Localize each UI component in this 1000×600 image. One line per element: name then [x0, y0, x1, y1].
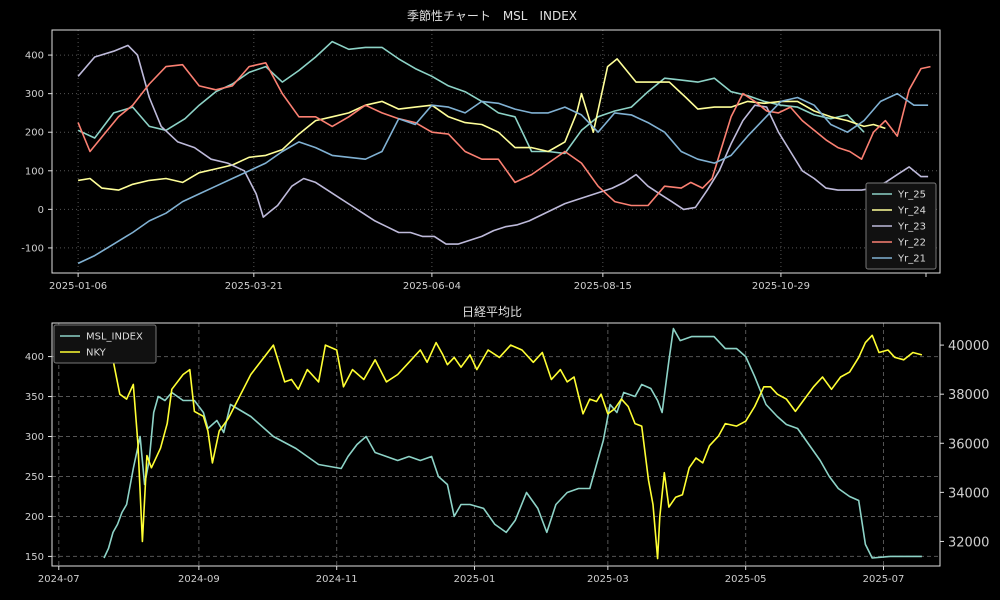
x-tick-label: 2025-01 — [454, 574, 496, 585]
y-right-tick-label: 38000 — [948, 388, 989, 403]
series-line-nky — [103, 334, 923, 560]
y-tick-label: 100 — [25, 166, 44, 177]
x-tick-label: 2025-01-06 — [49, 281, 107, 292]
y-right-tick-label: 32000 — [948, 535, 989, 550]
y-tick-label: 400 — [25, 352, 44, 363]
series-line-yr-23 — [77, 44, 929, 245]
series-line-yr-25 — [77, 40, 865, 155]
x-tick-label: 2025-06-04 — [403, 281, 461, 292]
y-tick-label: 200 — [25, 128, 44, 139]
x-tick-label: 2025-05 — [725, 574, 767, 585]
x-tick-label: 2025-03-21 — [225, 281, 283, 292]
legend-box — [53, 324, 157, 364]
chart-2-series — [103, 327, 923, 560]
y-right-tick-label: 36000 — [948, 437, 989, 452]
y-tick-label: -100 — [21, 243, 44, 254]
legend-label: Yr_24 — [897, 206, 926, 217]
y-right-tick-label: 34000 — [948, 486, 989, 501]
legend-label: Yr_23 — [897, 222, 926, 233]
chart-2-grid — [52, 323, 940, 566]
y-tick-label: 350 — [25, 392, 44, 403]
legend-box — [865, 182, 937, 270]
chart-1-frame — [51, 29, 941, 274]
series-line-msl-index — [103, 327, 922, 559]
y-tick-label: 250 — [25, 472, 44, 483]
series-line-yr-21 — [77, 92, 929, 265]
x-tick-label: 2024-11 — [316, 574, 358, 585]
chart-2-ticks: 2024-07 2024-09 2024-11 2025-01 2025-03 2025-… — [25, 339, 989, 585]
chart-1-series — [77, 40, 931, 265]
series-line-yr-24 — [77, 58, 886, 191]
legend-label: MSL_INDEX — [86, 332, 143, 343]
chart-2-legend: MSL_INDEX NKY — [53, 324, 157, 364]
x-tick-label: 2024-07 — [38, 574, 80, 585]
legend-label: Yr_22 — [897, 238, 926, 249]
series-line-yr-22 — [77, 61, 931, 207]
x-tick-label: 2025-07 — [863, 574, 905, 585]
chart-2-frame — [51, 322, 941, 567]
legend-label: NKY — [86, 348, 107, 359]
x-tick-label: 2025-03 — [587, 574, 629, 585]
y-tick-label: 200 — [25, 512, 44, 523]
y-tick-label: 400 — [25, 51, 44, 62]
y-right-tick-label: 40000 — [948, 339, 989, 354]
chart-1-legend: Yr_25 Yr_24 Yr_23 Yr_22 Yr_21 — [865, 182, 937, 270]
chart-2-title: 日経平均比 — [462, 305, 522, 319]
y-tick-label: 150 — [25, 552, 44, 563]
chart-1-grid — [52, 30, 941, 273]
x-tick-label: 2024-09 — [178, 574, 220, 585]
chart-1-ticks: 2025-01-06 2025-03-21 2025-06-04 2025-08-15… — [21, 51, 927, 292]
legend-label: Yr_25 — [897, 190, 926, 201]
y-tick-label: 300 — [25, 89, 44, 100]
chart-1-title: 季節性チャート MSL INDEX — [407, 8, 577, 23]
x-tick-label: 2025-10-29 — [752, 281, 810, 292]
legend-label: Yr_21 — [897, 254, 926, 265]
x-tick-label: 2025-08-15 — [574, 281, 632, 292]
y-tick-label: 300 — [25, 432, 44, 443]
y-tick-label: 0 — [38, 205, 44, 216]
